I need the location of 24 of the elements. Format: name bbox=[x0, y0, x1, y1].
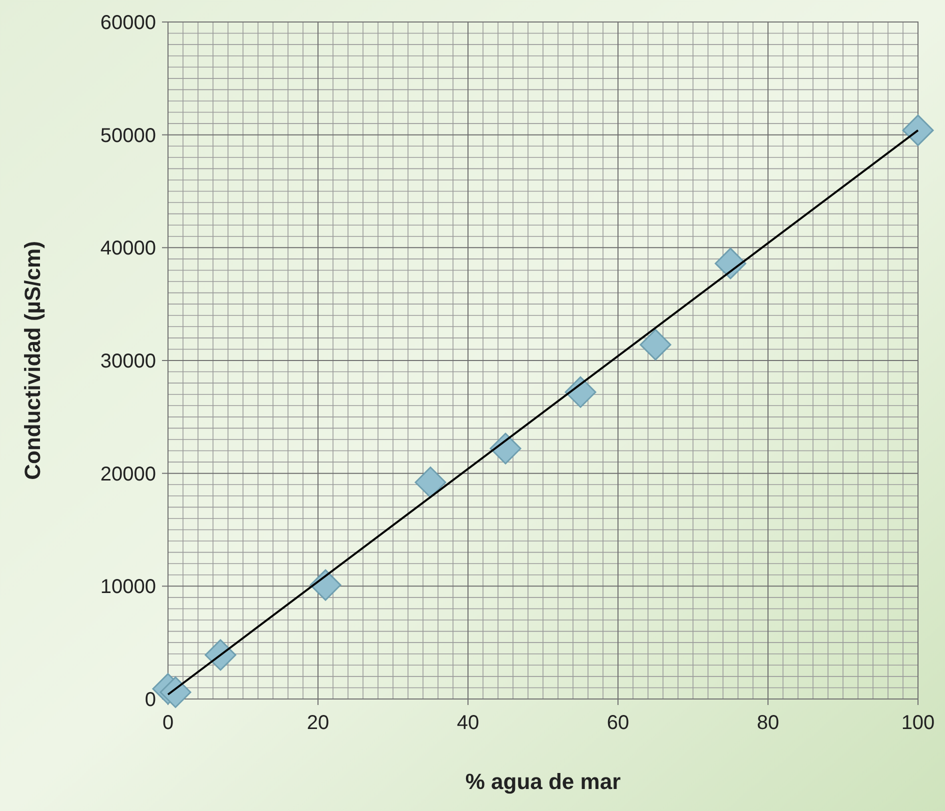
y-tick-label: 60000 bbox=[100, 12, 156, 34]
x-tick-label: 20 bbox=[306, 712, 330, 734]
x-tick-label: 60 bbox=[606, 712, 630, 734]
y-tick-label: 20000 bbox=[100, 463, 156, 486]
point bbox=[902, 114, 934, 146]
point bbox=[204, 639, 236, 671]
point bbox=[414, 466, 446, 498]
point bbox=[564, 376, 596, 408]
point bbox=[160, 676, 192, 708]
x-axis-title: % agua de mar bbox=[465, 769, 622, 794]
y-tick-label: 30000 bbox=[100, 350, 156, 372]
point bbox=[714, 248, 746, 280]
point bbox=[640, 328, 672, 360]
x-tick-label: 40 bbox=[456, 712, 480, 734]
x-tick-label: 80 bbox=[756, 712, 780, 734]
y-tick-label: 0 bbox=[144, 689, 156, 711]
y-tick-label: 40000 bbox=[100, 238, 156, 260]
y-tick-label: 10000 bbox=[100, 576, 156, 598]
y-axis-title: Conductividad (µS/cm) bbox=[20, 241, 45, 480]
y-tick-label: 50000 bbox=[100, 124, 156, 147]
point bbox=[490, 432, 522, 464]
x-tick-label: 0 bbox=[162, 712, 174, 734]
x-tick-label: 100 bbox=[901, 712, 935, 734]
point bbox=[310, 569, 342, 601]
